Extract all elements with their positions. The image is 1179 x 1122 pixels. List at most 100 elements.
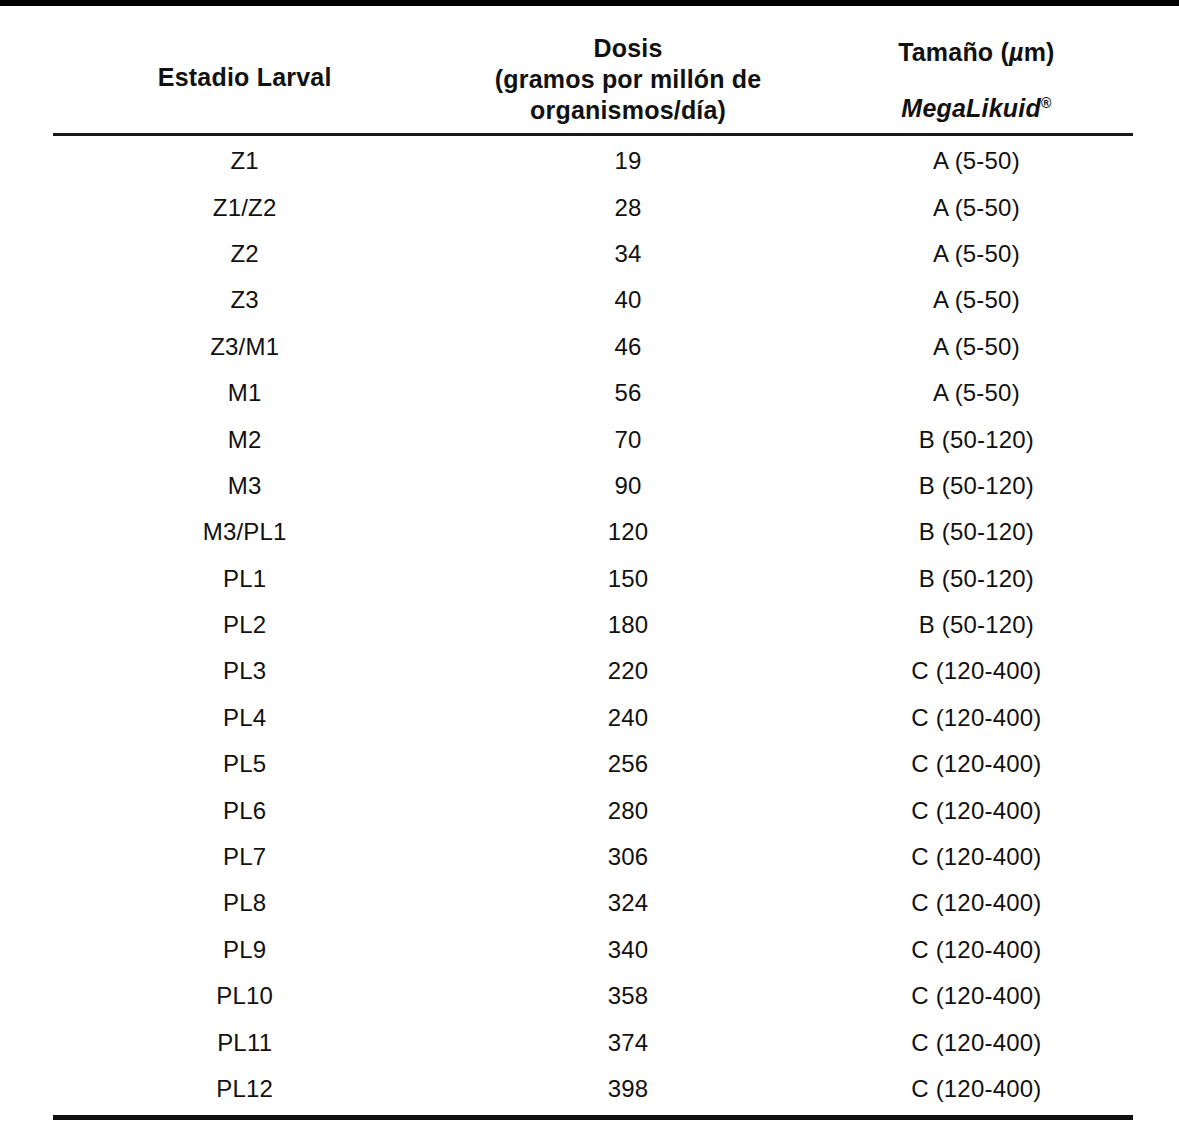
table-row: PL5256C (120-400) (53, 741, 1133, 787)
table-header-row: Estadio Larval Dosis (gramos por millón … (53, 28, 1133, 136)
cell-tamano: C (120-400) (820, 704, 1133, 732)
table-row: PL1150B (50-120) (53, 556, 1133, 602)
cell-dosis: 28 (436, 194, 819, 222)
cell-estadio-larval: M3 (53, 472, 436, 500)
column-header-tamano-label: Tamaño (µm) (820, 37, 1133, 68)
cell-dosis: 19 (436, 147, 819, 175)
cell-dosis: 240 (436, 704, 819, 732)
cell-estadio-larval: PL12 (53, 1075, 436, 1103)
table-row: M270B (50-120) (53, 416, 1133, 462)
table-row: PL10358C (120-400) (53, 973, 1133, 1019)
cell-estadio-larval: PL9 (53, 936, 436, 964)
registered-trademark-symbol: ® (1041, 95, 1052, 111)
cell-estadio-larval: PL10 (53, 982, 436, 1010)
cell-estadio-larval: Z2 (53, 240, 436, 268)
cell-dosis: 280 (436, 797, 819, 825)
cell-estadio-larval: PL7 (53, 843, 436, 871)
cell-dosis: 358 (436, 982, 819, 1010)
table-row: M156A (5-50) (53, 370, 1133, 416)
cell-dosis: 324 (436, 889, 819, 917)
cell-estadio-larval: PL4 (53, 704, 436, 732)
cell-tamano: C (120-400) (820, 750, 1133, 778)
cell-estadio-larval: Z3/M1 (53, 333, 436, 361)
cell-dosis: 398 (436, 1075, 819, 1103)
table-row: PL2180B (50-120) (53, 602, 1133, 648)
table-row: PL9340C (120-400) (53, 927, 1133, 973)
cell-tamano: B (50-120) (820, 426, 1133, 454)
cell-dosis: 56 (436, 379, 819, 407)
table-row: Z234A (5-50) (53, 231, 1133, 277)
cell-tamano: A (5-50) (820, 194, 1133, 222)
cell-tamano: A (5-50) (820, 147, 1133, 175)
cell-estadio-larval: PL8 (53, 889, 436, 917)
column-header-dosis-line2: (gramos por millón de (436, 64, 819, 95)
cell-tamano: B (50-120) (820, 472, 1133, 500)
cell-tamano: B (50-120) (820, 611, 1133, 639)
brand-name: MegaLikuid (901, 94, 1041, 122)
cell-estadio-larval: M3/PL1 (53, 518, 436, 546)
mu-symbol: µ (1009, 38, 1024, 66)
cell-estadio-larval: M2 (53, 426, 436, 454)
cell-estadio-larval: PL6 (53, 797, 436, 825)
column-header-estadio-larval-label: Estadio Larval (158, 62, 332, 93)
table-row: PL6280C (120-400) (53, 787, 1133, 833)
cell-dosis: 256 (436, 750, 819, 778)
cell-dosis: 340 (436, 936, 819, 964)
cell-estadio-larval: PL2 (53, 611, 436, 639)
cell-dosis: 374 (436, 1029, 819, 1057)
cell-dosis: 90 (436, 472, 819, 500)
cell-dosis: 46 (436, 333, 819, 361)
cell-estadio-larval: M1 (53, 379, 436, 407)
table-row: M390B (50-120) (53, 463, 1133, 509)
table-row: Z3/M146A (5-50) (53, 324, 1133, 370)
table-row: Z1/Z228A (5-50) (53, 184, 1133, 230)
cell-estadio-larval: PL5 (53, 750, 436, 778)
cell-dosis: 180 (436, 611, 819, 639)
column-header-dosis: Dosis (gramos por millón de organismos/d… (436, 28, 819, 126)
column-header-dosis-line3: organismos/día) (436, 95, 819, 126)
cell-estadio-larval: Z1/Z2 (53, 194, 436, 222)
cell-tamano: C (120-400) (820, 889, 1133, 917)
cell-tamano: A (5-50) (820, 333, 1133, 361)
cell-tamano: C (120-400) (820, 797, 1133, 825)
cell-dosis: 306 (436, 843, 819, 871)
cell-dosis: 34 (436, 240, 819, 268)
table-row: PL7306C (120-400) (53, 834, 1133, 880)
cell-tamano: A (5-50) (820, 286, 1133, 314)
cell-tamano: B (50-120) (820, 565, 1133, 593)
cell-estadio-larval: PL11 (53, 1029, 436, 1057)
table-row: PL12398C (120-400) (53, 1066, 1133, 1112)
column-header-brand: MegaLikuid® (820, 88, 1133, 124)
cell-tamano: A (5-50) (820, 379, 1133, 407)
cell-dosis: 120 (436, 518, 819, 546)
column-header-tamano: Tamaño (µm) MegaLikuid® (820, 28, 1133, 126)
column-header-dosis-line1: Dosis (436, 33, 819, 64)
table-row: Z340A (5-50) (53, 277, 1133, 323)
table-row: PL3220C (120-400) (53, 648, 1133, 694)
table-row: PL4240C (120-400) (53, 695, 1133, 741)
cell-tamano: A (5-50) (820, 240, 1133, 268)
top-black-bar (0, 0, 1179, 6)
table-row: PL11374C (120-400) (53, 1019, 1133, 1065)
table-row: PL8324C (120-400) (53, 880, 1133, 926)
cell-estadio-larval: PL1 (53, 565, 436, 593)
cell-dosis: 40 (436, 286, 819, 314)
cell-tamano: C (120-400) (820, 982, 1133, 1010)
cell-dosis: 150 (436, 565, 819, 593)
cell-tamano: C (120-400) (820, 936, 1133, 964)
dosing-table: Estadio Larval Dosis (gramos por millón … (53, 28, 1133, 1120)
cell-dosis: 220 (436, 657, 819, 685)
cell-tamano: B (50-120) (820, 518, 1133, 546)
cell-tamano: C (120-400) (820, 657, 1133, 685)
cell-tamano: C (120-400) (820, 843, 1133, 871)
cell-tamano: C (120-400) (820, 1029, 1133, 1057)
cell-estadio-larval: Z1 (53, 147, 436, 175)
table-row: M3/PL1120B (50-120) (53, 509, 1133, 555)
cell-dosis: 70 (436, 426, 819, 454)
cell-estadio-larval: Z3 (53, 286, 436, 314)
column-header-estadio-larval: Estadio Larval (53, 28, 436, 126)
table-row: Z119A (5-50) (53, 138, 1133, 184)
table-body: Z119A (5-50)Z1/Z228A (5-50)Z234A (5-50)Z… (53, 136, 1133, 1120)
cell-estadio-larval: PL3 (53, 657, 436, 685)
cell-tamano: C (120-400) (820, 1075, 1133, 1103)
